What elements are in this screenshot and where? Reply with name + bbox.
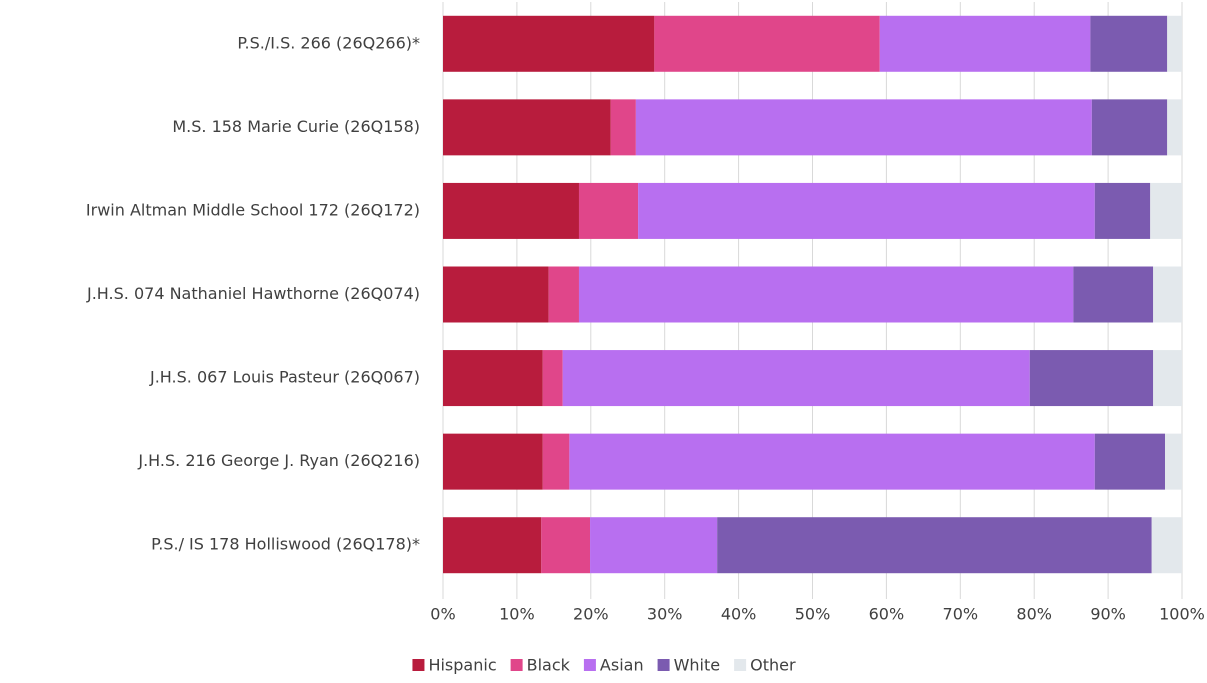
bar-segment [1167, 99, 1182, 156]
x-tick-label: 0% [430, 605, 455, 624]
bar-segment [548, 266, 579, 323]
bar-segment [879, 15, 1091, 72]
bar-segment [1153, 350, 1182, 407]
legend-label: Asian [600, 656, 644, 675]
bar-segment [562, 350, 1030, 407]
legend-swatch [657, 659, 670, 671]
x-tick-label: 30% [647, 605, 683, 624]
legend-label: Other [750, 656, 796, 675]
bar-segment [443, 517, 542, 574]
bar-segment [717, 517, 1152, 574]
bar-segment [541, 517, 591, 574]
bar-segment [1167, 15, 1182, 72]
legend-swatch [734, 659, 747, 671]
bar-segment [1090, 15, 1168, 72]
bar-segment [542, 433, 570, 490]
x-tick-label: 100% [1159, 605, 1205, 624]
bar-segment [1165, 433, 1182, 490]
legend-label: Hispanic [428, 656, 496, 675]
x-tick-label: 10% [499, 605, 535, 624]
y-tick-label: M.S. 158 Marie Curie (26Q158) [172, 117, 420, 136]
x-tick-label: 20% [573, 605, 609, 624]
bar-segment [638, 182, 1095, 239]
bar-segment [443, 350, 543, 407]
bar-segment [443, 266, 549, 323]
legend-label: Black [527, 656, 571, 675]
bar-segment [1151, 517, 1182, 574]
bar-segment [635, 99, 1092, 156]
bar-segment [443, 99, 611, 156]
bar-segment [443, 433, 543, 490]
bar-segment [569, 433, 1095, 490]
bar-segment [1150, 182, 1182, 239]
x-tick-label: 70% [943, 605, 979, 624]
y-tick-label: P.S./ IS 178 Holliswood (26Q178)* [151, 535, 420, 554]
x-tick-label: 50% [795, 605, 831, 624]
y-tick-label: J.H.S. 216 George J. Ryan (26Q216) [137, 451, 420, 470]
bar-segment [610, 99, 636, 156]
x-tick-label: 90% [1090, 605, 1126, 624]
bar-segment [578, 182, 639, 239]
bar-segment [654, 15, 880, 72]
x-tick-label: 80% [1016, 605, 1052, 624]
legend-swatch [412, 659, 425, 671]
legend-label: White [674, 656, 721, 675]
bar-segment [578, 266, 1074, 323]
bar-segment [590, 517, 718, 574]
y-tick-label: J.H.S. 074 Nathaniel Hawthorne (26Q074) [86, 284, 420, 303]
bar-segment [1153, 266, 1182, 323]
bar-segment [443, 15, 655, 72]
bar-segment [443, 182, 579, 239]
y-tick-label: J.H.S. 067 Louis Pasteur (26Q067) [149, 368, 420, 387]
x-tick-label: 60% [869, 605, 905, 624]
bar-segment [542, 350, 563, 407]
legend-swatch [583, 659, 596, 671]
y-tick-label: Irwin Altman Middle School 172 (26Q172) [86, 200, 420, 219]
bar-segment [1091, 99, 1168, 156]
y-tick-label: P.S./I.S. 266 (26Q266)* [237, 33, 420, 52]
x-tick-label: 40% [721, 605, 757, 624]
bar-segment [1094, 182, 1151, 239]
bar-segment [1094, 433, 1166, 490]
bar-segment [1029, 350, 1154, 407]
legend-swatch [510, 659, 523, 671]
bar-segment [1073, 266, 1154, 323]
